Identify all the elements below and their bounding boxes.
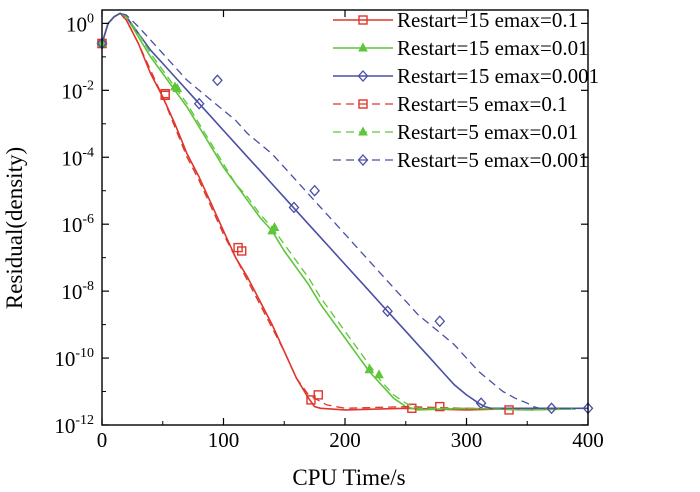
- data-point-square: [237, 246, 247, 256]
- data-point-triangle: [269, 221, 280, 232]
- data-point-diamond: [309, 184, 320, 197]
- legend-label: Restart=15 emax=0.01: [397, 36, 589, 60]
- legend-label: Restart=5 emax=0.01: [397, 120, 578, 144]
- legend-label: Restart=5 emax=0.001: [397, 148, 589, 172]
- series-6: [96, 12, 594, 415]
- data-point-square: [407, 403, 417, 413]
- x-tick-label: 0: [97, 428, 108, 452]
- data-point-diamond: [434, 315, 446, 328]
- legend-entry: Restart=5 emax=0.1: [333, 92, 568, 116]
- x-axis-label: CPU Time/s: [292, 465, 405, 490]
- data-point-triangle: [364, 364, 375, 374]
- data-point-square: [358, 99, 368, 109]
- series-line: [101, 12, 588, 409]
- y-tick-label: 100: [66, 11, 94, 36]
- y-tick-label: 10-12: [54, 413, 94, 438]
- legend-label: Restart=5 emax=0.1: [397, 92, 568, 116]
- legend-entry: Restart=15 emax=0.01: [333, 36, 589, 60]
- y-tick-label: 10-8: [61, 279, 94, 304]
- data-point-triangle: [374, 369, 384, 379]
- y-tick-label: 10-4: [61, 145, 94, 170]
- series-line: [101, 12, 564, 411]
- data-point-square: [435, 401, 445, 412]
- legend-label: Restart=15 emax=0.001: [397, 64, 599, 88]
- y-tick-label: 10-2: [61, 78, 94, 103]
- data-point-diamond: [288, 201, 300, 214]
- data-point-diamond: [546, 402, 557, 415]
- data-point-triangle: [170, 81, 180, 91]
- data-point-diamond: [212, 74, 223, 87]
- legend-entry: Restart=15 emax=0.001: [333, 64, 599, 88]
- series-line: [101, 12, 588, 410]
- axes: 0 100 200 300 400 100 10-2 10-4 10-6 10-8 10-10 10-…: [54, 9, 604, 452]
- y-tick-label: 10-6: [61, 212, 94, 237]
- x-tick-label: 100: [208, 428, 240, 452]
- data-point-diamond: [357, 70, 369, 82]
- legend-entry: Restart=5 emax=0.001: [333, 148, 589, 172]
- legend-entry: Restart=15 emax=0.1: [333, 8, 578, 32]
- x-tick-label: 300: [451, 428, 483, 452]
- y-tick-label: 10-10: [54, 346, 94, 371]
- data-point-triangle: [358, 42, 368, 52]
- legend: Restart=15 emax=0.1 Restart=15 emax=0.01 R…: [333, 8, 599, 172]
- legend-entry: Restart=5 emax=0.01: [333, 120, 578, 144]
- data-point-square: [313, 390, 323, 400]
- x-tick-label: 200: [329, 428, 361, 452]
- data-point-diamond: [357, 154, 369, 166]
- y-axis-label: Residual(density): [2, 147, 27, 309]
- data-point-square: [358, 15, 368, 25]
- data-point-diamond: [193, 97, 205, 110]
- data-point-square: [160, 88, 170, 99]
- data-point-diamond: [382, 305, 393, 318]
- data-point-triangle: [358, 126, 368, 136]
- legend-label: Restart=15 emax=0.1: [397, 8, 578, 32]
- x-tick-label: 400: [572, 428, 604, 452]
- data-point-square: [306, 395, 316, 405]
